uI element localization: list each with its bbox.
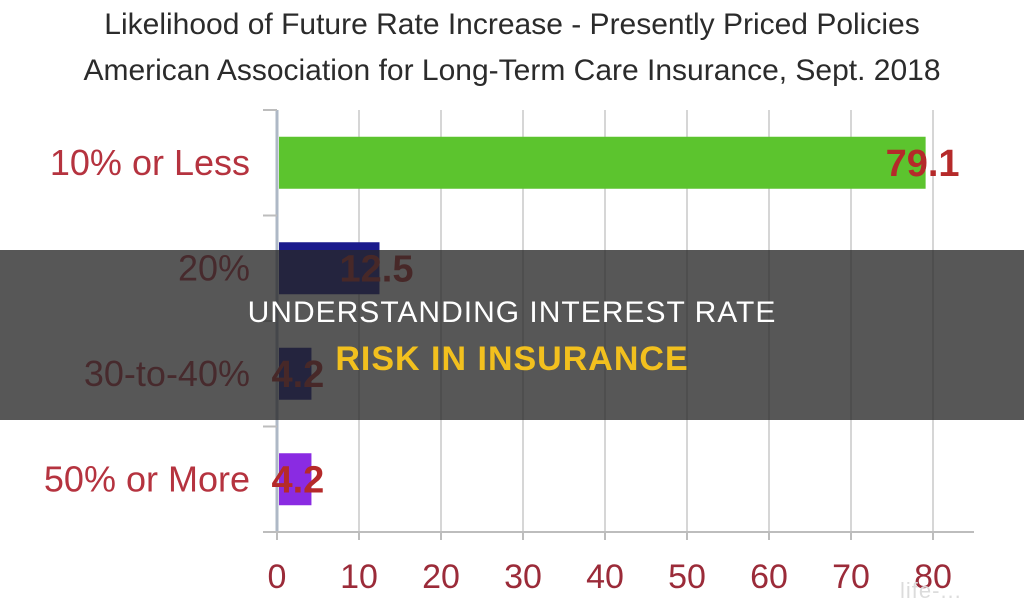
title-overlay-band xyxy=(0,250,1024,420)
bar xyxy=(279,136,926,189)
x-tick-label: 70 xyxy=(832,558,870,596)
category-label: 50% or More xyxy=(44,458,250,499)
overlay-subheadline: Risk In Insurance xyxy=(335,340,689,378)
chart-title: Likelihood of Future Rate Increase - Pre… xyxy=(104,8,920,41)
category-label: 10% or Less xyxy=(50,142,250,183)
x-tick-label: 40 xyxy=(586,558,624,596)
x-tick-label: 0 xyxy=(268,558,287,596)
x-tick-label: 20 xyxy=(422,558,460,596)
overlay-headline: Understanding Interest Rate xyxy=(247,296,777,329)
value-label: 79.1 xyxy=(886,143,960,185)
watermark: life-... xyxy=(900,578,962,603)
x-tick-label: 10 xyxy=(340,558,378,596)
x-tick-label: 60 xyxy=(750,558,788,596)
x-tick-label: 30 xyxy=(504,558,542,596)
value-label: 4.2 xyxy=(271,459,324,501)
bar xyxy=(279,453,312,506)
x-tick-label: 80 xyxy=(914,558,952,596)
x-tick-label: 50 xyxy=(668,558,706,596)
chart-subtitle: American Association for Long-Term Care … xyxy=(83,54,941,87)
